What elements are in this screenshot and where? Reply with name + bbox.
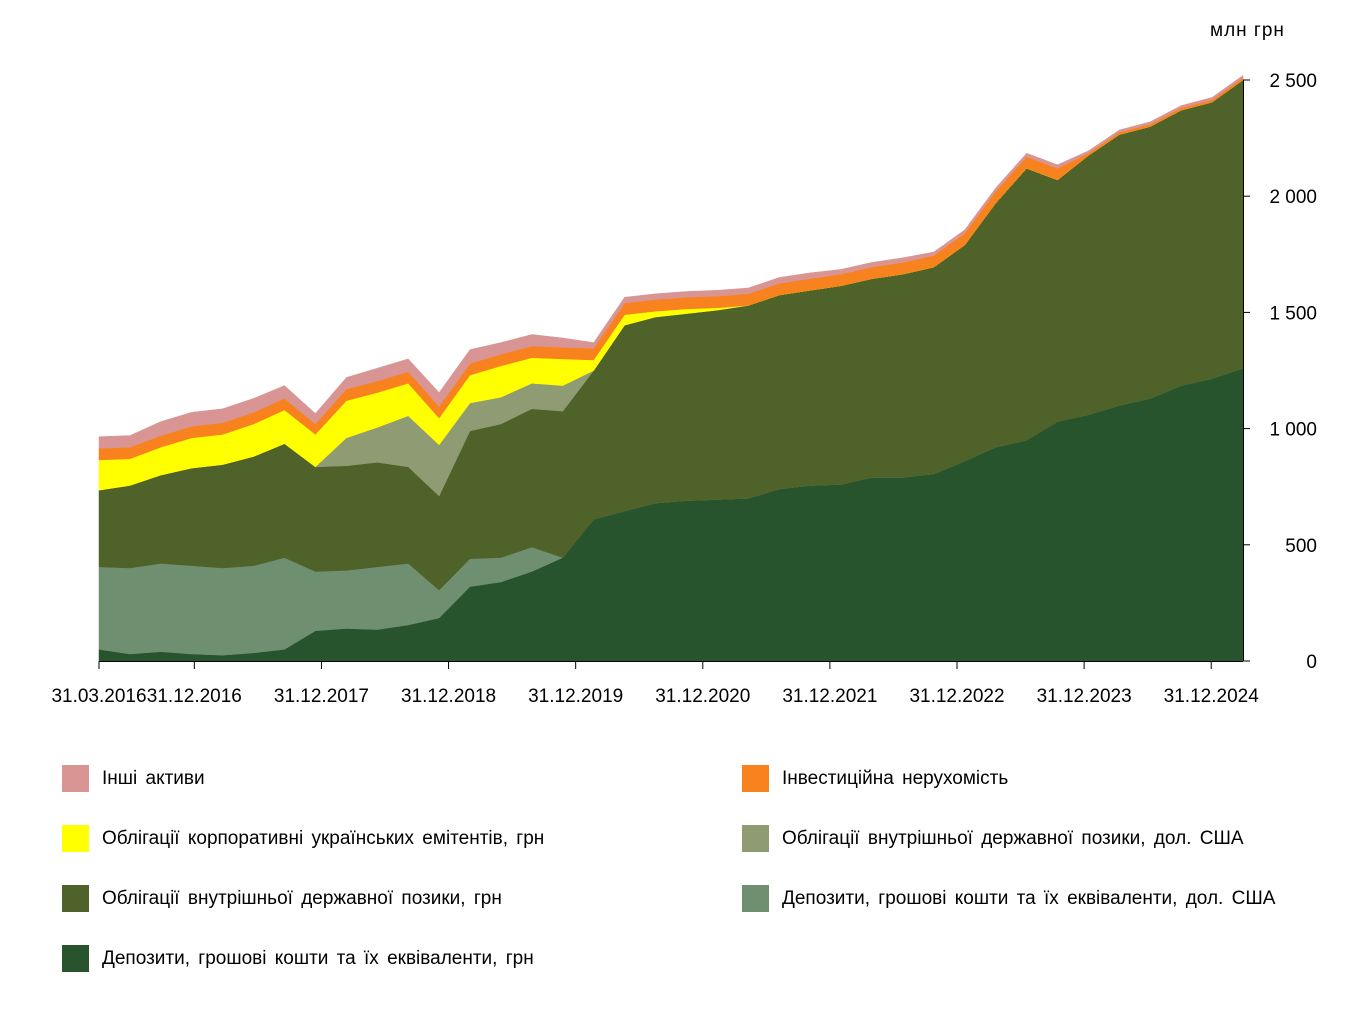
y-tick-label: 2 500 <box>1269 71 1317 92</box>
legend-item: Облігації внутрішньої державної позики, … <box>62 885 502 912</box>
legend-label: Облігації внутрішньої державної позики, … <box>102 887 502 909</box>
y-tick-label: 1 500 <box>1269 303 1317 324</box>
x-tick-label: 31.12.2024 <box>1164 686 1260 707</box>
legend-swatch <box>62 885 89 912</box>
y-tick-label: 0 <box>1306 652 1317 673</box>
legend-label: Депозити, грошові кошти та їх еквівалент… <box>102 947 534 969</box>
y-tick-label: 2 000 <box>1269 187 1317 208</box>
unit-label: млн грн <box>1210 20 1285 41</box>
area-series-7 <box>98 74 1244 449</box>
legend-label: Облігації внутрішньої державної позики, … <box>782 827 1244 849</box>
x-tick-label: 31.12.2016 <box>147 686 242 707</box>
chart-legend: Інші активи Інвестиційна нерухомість Обліг… <box>62 765 1352 985</box>
x-tick-label: 31.12.2022 <box>909 686 1004 707</box>
legend-item: Депозити, грошові кошти та їх еквівалент… <box>62 945 534 972</box>
x-tick-label: 31.12.2023 <box>1037 686 1132 707</box>
legend-swatch <box>62 765 89 792</box>
chart-plot: 31.03.2016 31.12.2016 31.12.2017 31.12.2018… <box>51 71 1317 707</box>
y-tick-label: 1 000 <box>1269 420 1317 441</box>
legend-swatch <box>742 885 769 912</box>
legend-swatch <box>742 825 769 852</box>
legend-item: Інвестиційна нерухомість <box>742 765 1008 792</box>
legend-item: Облігації корпоративні українських еміте… <box>62 825 544 852</box>
legend-swatch <box>62 825 89 852</box>
x-tick-label: 31.12.2021 <box>782 686 877 707</box>
legend-label: Інші активи <box>102 767 205 789</box>
x-tick-label: 31.12.2020 <box>655 686 750 707</box>
legend-label: Облігації корпоративні українських еміте… <box>102 827 545 849</box>
legend-item: Депозити, грошові кошти та їх еквівалент… <box>742 885 1275 912</box>
legend-swatch <box>742 765 769 792</box>
legend-swatch <box>62 945 89 972</box>
x-tick-label: 31.12.2017 <box>274 686 369 707</box>
legend-item: Інші активи <box>62 765 205 792</box>
x-tick-label: 31.03.2016 <box>51 686 146 707</box>
legend-item: Облігації внутрішньої державної позики, … <box>742 825 1244 852</box>
y-tick-label: 500 <box>1285 536 1317 557</box>
legend-label: Інвестиційна нерухомість <box>782 767 1009 789</box>
legend-label: Депозити, грошові кошти та їх еквівалент… <box>782 887 1276 909</box>
x-tick-label: 31.12.2018 <box>401 686 496 707</box>
x-tick-label: 31.12.2019 <box>528 686 623 707</box>
